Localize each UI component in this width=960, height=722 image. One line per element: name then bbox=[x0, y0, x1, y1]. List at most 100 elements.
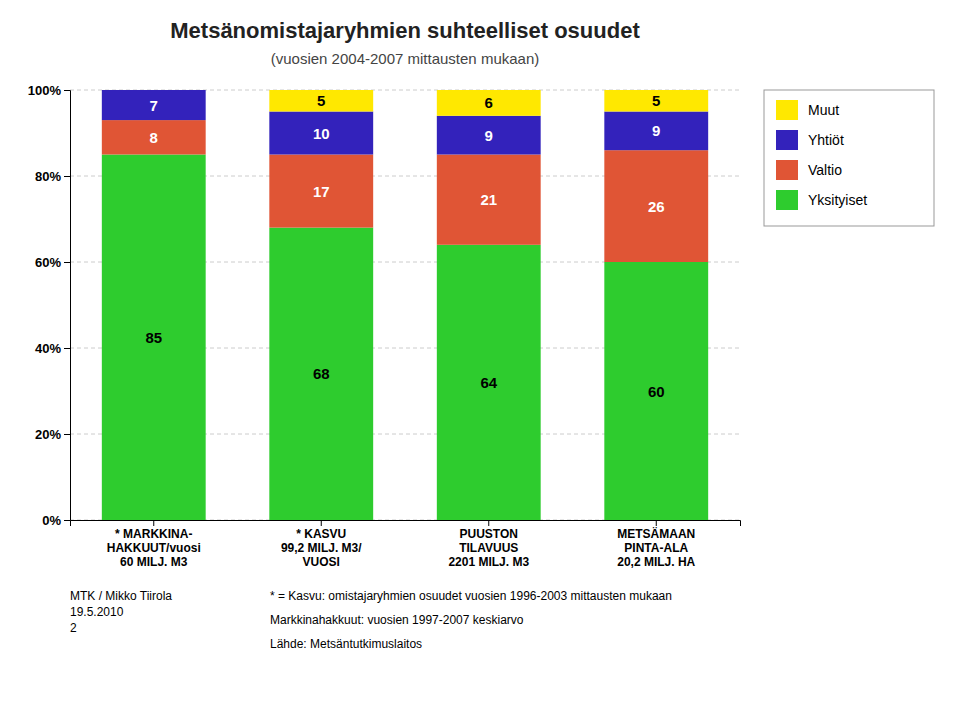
data-label: 64 bbox=[480, 374, 497, 391]
bar-segment bbox=[269, 112, 373, 155]
bar-segment bbox=[102, 90, 206, 91]
legend-label: Yksityiset bbox=[808, 192, 867, 208]
tick: 80% bbox=[35, 169, 70, 184]
annotation-line: MTK / Mikko Tiirola bbox=[70, 589, 172, 603]
annotation-line: 2 bbox=[70, 621, 77, 635]
tick-label-line: * KASVU bbox=[296, 527, 346, 541]
annotation-line: 19.5.2010 bbox=[70, 605, 124, 619]
tick-mark bbox=[153, 520, 154, 526]
tick-label: * MARKKINA-HAKKUUT/vuosi60 MILJ. M3 bbox=[107, 527, 201, 570]
data-label: 60 bbox=[648, 383, 665, 400]
tick-mark bbox=[488, 520, 489, 526]
bar-segment bbox=[269, 155, 373, 228]
tick-label-line: * MARKKINA- bbox=[115, 527, 192, 541]
bar-segment bbox=[437, 155, 541, 245]
tick: 40% bbox=[35, 341, 70, 356]
title: Metsänomistajaryhmien suhteelliset osuud… bbox=[170, 18, 640, 43]
tick-label-line: HAKKUUT/vuosi bbox=[107, 541, 201, 555]
bar-segment bbox=[437, 116, 541, 155]
bar-segment bbox=[102, 155, 206, 521]
tick: 100% bbox=[28, 83, 70, 98]
legend: Muut Yhtiöt Valtio Yksityiset bbox=[764, 90, 934, 226]
data-label: 6 bbox=[485, 94, 493, 111]
tick-label: 20% bbox=[35, 427, 61, 442]
bar-segment bbox=[604, 112, 708, 151]
tick-label-line: 60 MILJ. M3 bbox=[120, 555, 188, 569]
data-label: 7 bbox=[150, 97, 158, 114]
data-label: 10 bbox=[313, 125, 330, 142]
data-label: 8 bbox=[150, 129, 158, 146]
tick-mark bbox=[64, 434, 70, 435]
chart: Metsänomistajaryhmien suhteelliset osuud… bbox=[0, 0, 960, 722]
legend-item: Yhtiöt bbox=[776, 130, 844, 150]
tick-mark bbox=[656, 520, 657, 526]
series bbox=[102, 90, 708, 155]
tick-label: PUUSTONTILAVUUS2201 MILJ. M3 bbox=[448, 527, 529, 570]
legend-item: Yksityiset bbox=[776, 190, 867, 210]
legend-label: Valtio bbox=[808, 162, 842, 178]
tick-label-line: PUUSTON bbox=[460, 527, 518, 541]
series bbox=[269, 90, 708, 116]
tick-mark bbox=[64, 520, 70, 521]
tick-label-line: 99,2 MILJ. M3/ bbox=[281, 541, 362, 555]
legend-swatch bbox=[776, 160, 798, 180]
bar-segment bbox=[269, 228, 373, 520]
data-label: 5 bbox=[317, 92, 325, 109]
annotations: MTK / Mikko Tiirola 19.5.2010 2 * = Kasvu: … bbox=[70, 589, 672, 651]
data-label: 68 bbox=[313, 365, 330, 382]
tick-mark bbox=[321, 520, 322, 526]
data-labels: 85 68 64 60 8 17 21 26 7 10 9 9 5 6 5 bbox=[145, 92, 664, 399]
bar-segment bbox=[437, 90, 541, 116]
tick: 0% bbox=[42, 513, 70, 528]
tick: * KASVU99,2 MILJ. M3/VUOSI bbox=[281, 520, 362, 569]
axis-line bbox=[64, 91, 71, 521]
annotation-line: Lähde: Metsäntutkimuslaitos bbox=[270, 637, 422, 651]
tick: PUUSTONTILAVUUS2201 MILJ. M3 bbox=[448, 520, 529, 569]
tick-mark bbox=[64, 262, 70, 263]
bar-segment bbox=[102, 90, 206, 120]
bar-segment bbox=[604, 262, 708, 520]
tick-label-line: TILAVUUS bbox=[459, 541, 518, 555]
data-label: 26 bbox=[648, 198, 665, 215]
data-label: 17 bbox=[313, 183, 330, 200]
tick: 20% bbox=[35, 427, 70, 442]
data-label: 85 bbox=[145, 329, 162, 346]
annotation: Markkinahakkuut: vuosien 1997-2007 keski… bbox=[270, 613, 524, 627]
tick-label: 60% bbox=[35, 255, 61, 270]
legend-label: Muut bbox=[808, 102, 839, 118]
bar-segment bbox=[102, 120, 206, 154]
legend-swatch bbox=[776, 130, 798, 150]
tick: 60% bbox=[35, 255, 70, 270]
legend-frame bbox=[764, 90, 934, 226]
annotation: MTK / Mikko Tiirola 19.5.2010 2 bbox=[70, 589, 172, 635]
tick: METSÄMAANPINTA-ALA20,2 MILJ. HA bbox=[617, 520, 695, 569]
legend-swatch bbox=[776, 100, 798, 120]
tick-mark bbox=[64, 90, 70, 91]
legend-swatch bbox=[776, 190, 798, 210]
tick: * MARKKINA-HAKKUUT/vuosi60 MILJ. M3 bbox=[107, 520, 201, 569]
legend-item: Muut bbox=[776, 100, 839, 120]
bar-segment bbox=[604, 150, 708, 262]
annotation: * = Kasvu: omistajaryhmien osuudet vuosi… bbox=[270, 589, 672, 603]
bar-segment bbox=[437, 245, 541, 520]
legend-label: Yhtiöt bbox=[808, 132, 844, 148]
tick-label-line: PINTA-ALA bbox=[624, 541, 688, 555]
bar-segment bbox=[269, 90, 373, 112]
data-label: 9 bbox=[485, 127, 493, 144]
data-label: 5 bbox=[652, 92, 660, 109]
tick-label: 80% bbox=[35, 169, 61, 184]
bars bbox=[102, 90, 708, 520]
tick-label-line: 20,2 MILJ. HA bbox=[617, 555, 695, 569]
grid bbox=[70, 90, 740, 520]
annotation-line: Markkinahakkuut: vuosien 1997-2007 keski… bbox=[270, 613, 524, 627]
data-label: 9 bbox=[652, 122, 660, 139]
subtitle: (vuosien 2004-2007 mittausten mukaan) bbox=[271, 50, 540, 67]
tick-label-line: 2201 MILJ. M3 bbox=[448, 555, 529, 569]
tick-label: 100% bbox=[28, 83, 62, 98]
bar-segment bbox=[604, 90, 708, 112]
data-label: 21 bbox=[480, 191, 497, 208]
tick-label: * KASVU99,2 MILJ. M3/VUOSI bbox=[281, 527, 362, 570]
tick-label-line: METSÄMAAN bbox=[617, 526, 695, 541]
axis-line bbox=[71, 521, 741, 527]
annotation: Lähde: Metsäntutkimuslaitos bbox=[270, 637, 422, 651]
